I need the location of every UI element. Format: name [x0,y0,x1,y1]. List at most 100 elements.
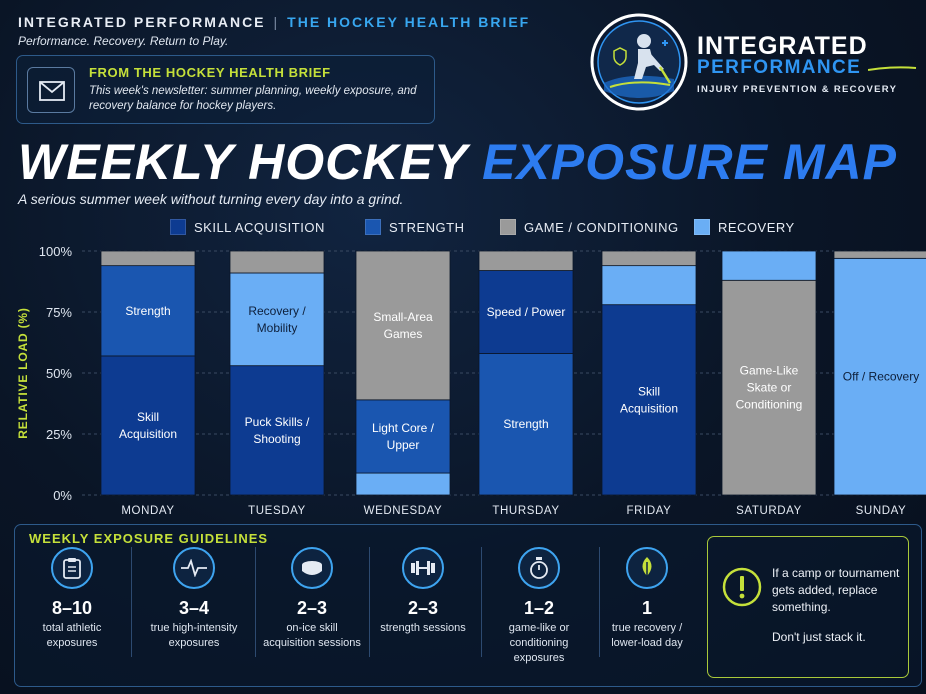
x-tick-label: THURSDAY [492,505,559,517]
guidelines-panel: WEEKLY EXPOSURE GUIDELINES 8–10 total at… [14,524,922,687]
warning-icon [722,567,762,607]
legend-swatch-strength [365,219,381,235]
bar-segment-label: Speed / Power [487,305,566,319]
bar-segment-strength [478,353,574,496]
title-part1: WEEKLY HOCKEY [18,134,468,190]
bar-segment-label: Recovery / [248,304,306,318]
x-tick-label: WEDNESDAY [364,505,443,517]
bar-segment-label: Conditioning [736,398,803,412]
bar-segment-skill [100,355,196,496]
x-tick-label: MONDAY [121,505,174,517]
guideline-high-intensity: 3–4 true high-intensity exposures [141,547,247,651]
bar-segment-game [355,250,451,401]
y-tick-label: 0% [53,488,72,503]
legend-label-skill: SKILL ACQUISITION [194,219,325,235]
brand-line: INTEGRATED PERFORMANCE | THE HOCKEY HEALTH… [18,14,530,30]
divider [255,547,256,657]
guideline-label: strength sessions [380,622,466,634]
legend-item-recovery: RECOVERY [694,218,795,236]
brand-name: INTEGRATED PERFORMANCE [18,14,266,30]
divider [369,547,370,657]
hockey-player-badge-icon [590,13,688,111]
bar-segment-recovery [601,265,697,306]
legend-label-strength: STRENGTH [389,219,465,235]
bar-segment-recovery [229,272,325,367]
legend-label-recovery: RECOVERY [718,219,795,235]
bar-segment-label: Skill [638,384,660,398]
x-tick-label: SUNDAY [856,505,907,517]
logo-title-line2: PERFORMANCE [697,57,862,78]
tagline: Performance. Recovery. Return to Play. [18,34,229,48]
bar-segment-label: Upper [387,438,420,452]
bar-segment-game [100,250,196,267]
legend-swatch-skill [170,219,186,235]
legend-label-game: GAME / CONDITIONING [524,219,679,235]
guideline-num: 1 [641,598,652,618]
guideline-label: game-like or conditioning exposures [508,622,570,664]
bar-segment-label: Light Core / [372,421,435,435]
brand-separator: | [273,14,280,30]
envelope-icon [27,67,75,113]
title-part2: EXPOSURE MAP [482,134,897,190]
guideline-label: true recovery / lower-load day [611,622,683,649]
stacked-bar-chart: 0% 25% 50% 75% 100% RELATIVE LOAD (%) Skill Acq… [16,244,926,517]
guideline-num: 3–4 [178,598,210,618]
legend-item-skill: SKILL ACQUISITION [170,218,325,236]
newsletter-heading: FROM THE HOCKEY HEALTH BRIEF [89,65,331,80]
stopwatch-icon [518,547,560,589]
bar-segment-label: Acquisition [119,427,177,441]
leaf-icon [626,547,668,589]
warning-callout: If a camp or tournament gets added, repl… [707,536,909,678]
bar-segment-label: Off / Recovery [843,370,919,384]
guideline-label: on-ice skill acquisition sessions [263,622,361,649]
bar-segment-game [478,250,574,271]
guideline-num: 8–10 [51,598,93,618]
guideline-num: 1–2 [523,598,555,618]
bar-segment-label: Puck Skills / [245,415,310,429]
brand-sub: THE HOCKEY HEALTH BRIEF [287,14,531,30]
bar-segment-skill [229,365,325,496]
bar-segment-skill [478,270,574,354]
clipboard-icon [51,547,93,589]
x-tick-label: SATURDAY [736,505,802,517]
bar-segment-label: Strength [125,304,170,318]
bar-segment-label: Strength [503,417,548,431]
bar-segment-label: Small-Area [373,310,433,324]
divider [481,547,482,657]
guideline-recovery: 1 true recovery / lower-load day [603,547,691,651]
dumbbell-icon [402,547,444,589]
legend-item-strength: STRENGTH [365,218,465,236]
bar-segment-label: Acquisition [620,401,678,415]
divider [599,547,600,657]
bar-segment-label: Mobility [257,321,298,335]
guideline-game-like: 1–2 game-like or conditioning exposures [483,547,595,666]
legend-swatch-recovery [694,219,710,235]
guideline-label: true high-intensity exposures [150,622,238,649]
guideline-num: 2–3 [296,598,328,618]
y-tick-label: 75% [46,305,72,320]
logo-tagline: INJURY PREVENTION & RECOVERY [697,84,898,95]
callout-text: If a camp or tournament gets added, repl… [772,566,900,614]
bar-segment-skill [601,304,697,496]
y-tick-label: 25% [46,427,72,442]
guideline-exposures: 8–10 total athletic exposures [29,547,115,651]
callout-note: Don't just stack it. [772,630,866,644]
divider [131,547,132,657]
newsletter-body: This week's newsletter: summer planning,… [89,85,417,112]
newsletter-box: FROM THE HOCKEY HEALTH BRIEF This week's… [16,55,435,124]
logo-title-line1: INTEGRATED [697,32,868,60]
y-axis-label: RELATIVE LOAD (%) [16,307,30,438]
bar-segment-recovery [355,472,451,496]
bar-segment-game [833,250,926,259]
hockey-puck-icon [291,547,333,589]
guideline-strength: 2–3 strength sessions [377,547,469,636]
bar-segment-label: Shooting [253,432,300,446]
y-tick-label: 100% [39,244,73,259]
bar-segment-recovery [721,250,817,281]
guideline-num: 2–3 [407,598,439,618]
legend-item-game: GAME / CONDITIONING [500,218,679,236]
x-tick-label: TUESDAY [248,505,306,517]
legend-swatch-game [500,219,516,235]
bar-segment-label: Skate or [747,381,792,395]
bar-segment-recovery [833,257,926,496]
